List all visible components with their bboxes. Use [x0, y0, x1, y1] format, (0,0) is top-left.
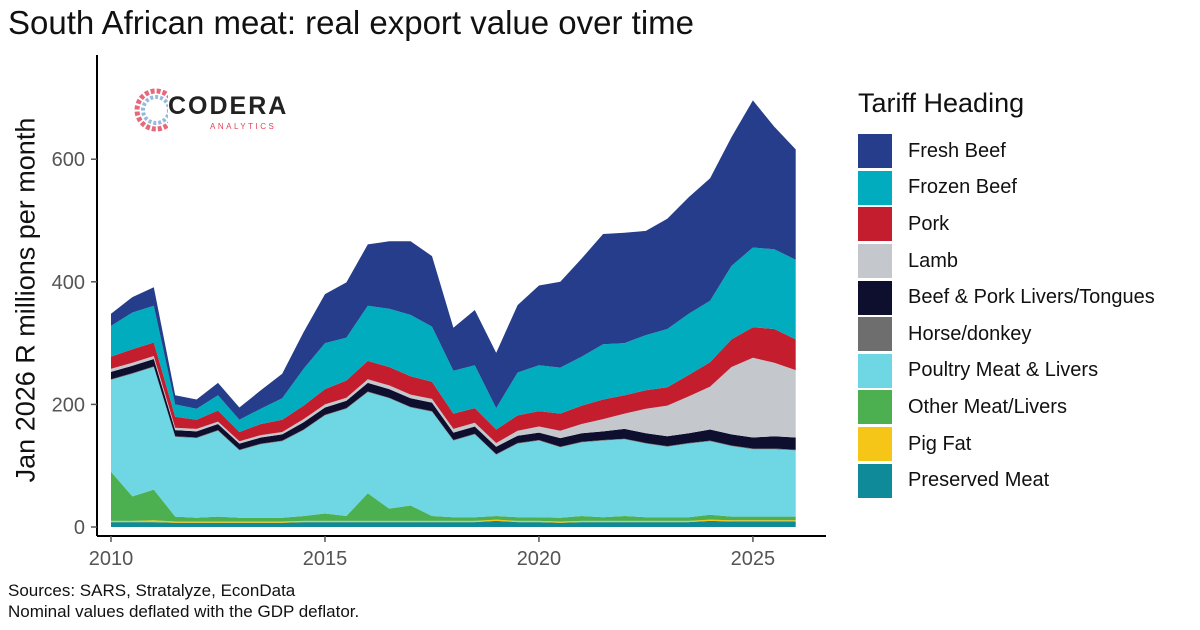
legend-swatch	[858, 317, 892, 352]
y-tick-label: 600	[52, 149, 85, 171]
logo-subtitle: ANALYTICS	[210, 122, 277, 131]
legend-swatch	[858, 207, 892, 242]
area-preserved-meat	[111, 520, 796, 527]
legend-item-lamb: Lamb	[858, 243, 1155, 280]
legend-item-beef-pork-livers-tongues: Beef & Pork Livers/Tongues	[858, 279, 1155, 316]
legend-swatch	[858, 280, 892, 315]
y-tick-label: 400	[52, 272, 85, 294]
logo-mark-icon	[134, 88, 168, 132]
legend-item-pork: Pork	[858, 206, 1155, 243]
legend: Tariff Heading Fresh Beef Frozen Beef Pork…	[858, 88, 1155, 499]
legend-label: Lamb	[908, 249, 959, 272]
legend-swatch	[858, 427, 892, 462]
legend-label: Beef & Pork Livers/Tongues	[908, 286, 1155, 309]
logo-wordmark: CODERA	[168, 92, 289, 120]
x-tick-label: 2010	[89, 548, 134, 570]
legend-swatch	[858, 134, 892, 169]
legend-item-pig-fat: Pig Fat	[858, 426, 1155, 463]
legend-item-preserved-meat: Preserved Meat	[858, 462, 1155, 499]
area-beef-pork-livers-tongues	[111, 359, 796, 455]
sources-line-2: Nominal values deflated with the GDP def…	[8, 602, 360, 621]
area-other-meat-livers	[111, 471, 796, 522]
legend-swatch	[858, 170, 892, 205]
legend-item-frozen-beef: Frozen Beef	[858, 170, 1155, 207]
legend-label: Poultry Meat & Livers	[908, 359, 1099, 382]
area-fresh-beef	[111, 100, 796, 420]
chart-title: South African meat: real export value ov…	[8, 4, 695, 41]
legend-item-horse-donkey: Horse/donkey	[858, 316, 1155, 353]
x-tick-label: 2015	[303, 548, 348, 570]
y-tick-label: 200	[52, 394, 85, 416]
legend-label: Pig Fat	[908, 432, 972, 455]
sources-note: Sources: SARS, Stratalyze, EconData Nomi…	[8, 580, 359, 622]
area-frozen-beef	[111, 247, 796, 432]
legend-swatch	[858, 244, 892, 279]
area-lamb	[111, 356, 796, 447]
legend-item-other-meat-livers: Other Meat/Livers	[858, 389, 1155, 426]
legend-swatch	[858, 463, 892, 498]
legend-items: Fresh Beef Frozen Beef Pork Lamb Beef & Pork…	[858, 133, 1155, 499]
sources-line-1: Sources: SARS, Stratalyze, EconData	[8, 581, 296, 600]
legend-label: Pork	[908, 212, 950, 235]
legend-item-fresh-beef: Fresh Beef	[858, 133, 1155, 170]
legend-swatch	[858, 353, 892, 388]
x-tick-label: 2020	[517, 548, 562, 570]
legend-label: Frozen Beef	[908, 176, 1017, 199]
area-pork	[111, 327, 796, 443]
area-pig-fat	[111, 519, 796, 523]
legend-title: Tariff Heading	[858, 88, 1025, 118]
legend-label: Other Meat/Livers	[908, 395, 1067, 418]
legend-label: Fresh Beef	[908, 139, 1006, 162]
legend-label: Preserved Meat	[908, 469, 1050, 492]
x-tick-label: 2025	[731, 548, 776, 570]
codera-logo: CODERA ANALYTICS	[132, 84, 302, 136]
legend-swatch	[858, 390, 892, 425]
legend-item-poultry-meat-livers: Poultry Meat & Livers	[858, 353, 1155, 390]
legend-label: Horse/donkey	[908, 322, 1032, 345]
y-tick-label: 0	[74, 517, 85, 539]
area-poultry-meat-livers	[111, 367, 796, 518]
